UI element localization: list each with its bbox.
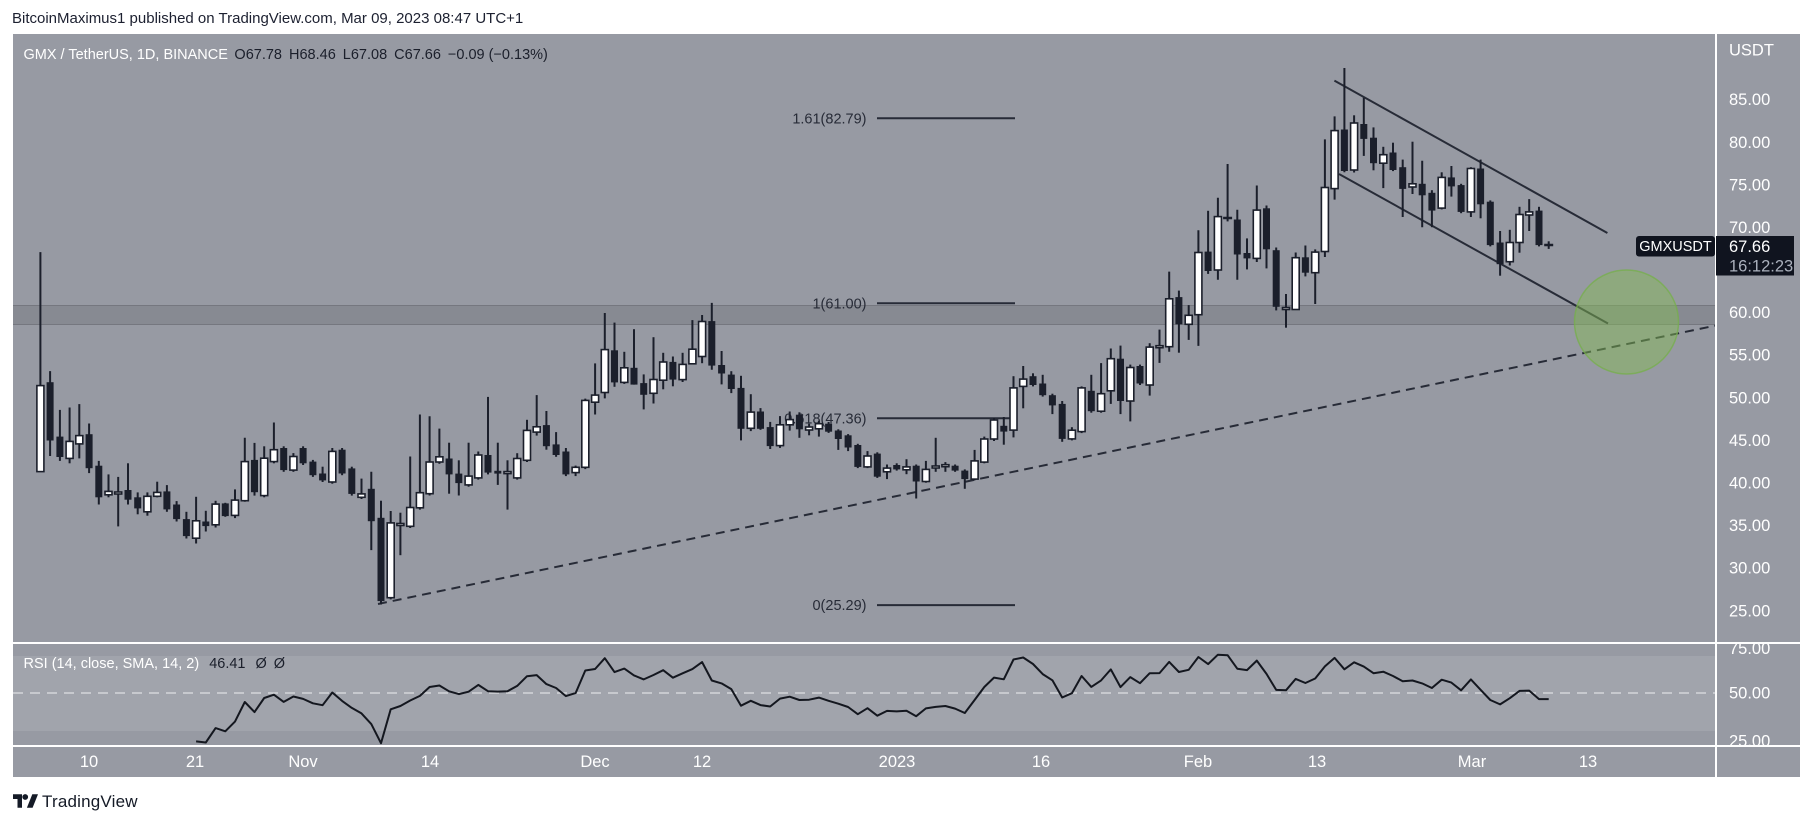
svg-text:35.00: 35.00 xyxy=(1729,517,1770,535)
svg-text:0.618(47.36): 0.618(47.36) xyxy=(784,411,866,427)
svg-text:Dec: Dec xyxy=(580,753,609,771)
svg-text:50.00: 50.00 xyxy=(1729,389,1770,407)
svg-text:Nov: Nov xyxy=(288,753,318,771)
svg-text:16:12:23: 16:12:23 xyxy=(1729,258,1793,276)
svg-text:40.00: 40.00 xyxy=(1729,475,1770,493)
svg-text:60.00: 60.00 xyxy=(1729,304,1770,322)
svg-text:70.00: 70.00 xyxy=(1729,219,1770,237)
svg-text:RSI (14, close, SMA, 14, 2)46.: RSI (14, close, SMA, 14, 2) 46.41 Ø Ø xyxy=(24,656,286,672)
svg-text:55.00: 55.00 xyxy=(1729,347,1770,365)
svg-text:Feb: Feb xyxy=(1184,753,1212,771)
svg-text:14: 14 xyxy=(421,753,439,771)
svg-text:67.66: 67.66 xyxy=(1729,238,1770,256)
svg-text:USDT: USDT xyxy=(1729,42,1774,60)
svg-text:Mar: Mar xyxy=(1458,753,1487,771)
svg-text:1.61(82.79): 1.61(82.79) xyxy=(792,111,866,127)
svg-text:10: 10 xyxy=(80,753,98,771)
svg-text:13: 13 xyxy=(1308,753,1326,771)
svg-text:80.00: 80.00 xyxy=(1729,134,1770,152)
svg-text:16: 16 xyxy=(1032,753,1050,771)
svg-text:0(25.29): 0(25.29) xyxy=(812,598,866,614)
svg-text:85.00: 85.00 xyxy=(1729,91,1770,109)
svg-text:30.00: 30.00 xyxy=(1729,560,1770,578)
svg-text:45.00: 45.00 xyxy=(1729,432,1770,450)
svg-text:GMXUSDT: GMXUSDT xyxy=(1639,239,1712,255)
svg-text:25.00: 25.00 xyxy=(1729,602,1770,620)
svg-text:13: 13 xyxy=(1579,753,1597,771)
svg-text:25.00: 25.00 xyxy=(1729,733,1770,751)
svg-text:12: 12 xyxy=(693,753,711,771)
svg-text:1(61.00): 1(61.00) xyxy=(812,296,866,312)
svg-text:75.00: 75.00 xyxy=(1729,640,1770,658)
svg-text:21: 21 xyxy=(186,753,204,771)
svg-text:75.00: 75.00 xyxy=(1729,176,1770,194)
svg-text:2023: 2023 xyxy=(879,753,916,771)
svg-text:50.00: 50.00 xyxy=(1729,685,1770,703)
